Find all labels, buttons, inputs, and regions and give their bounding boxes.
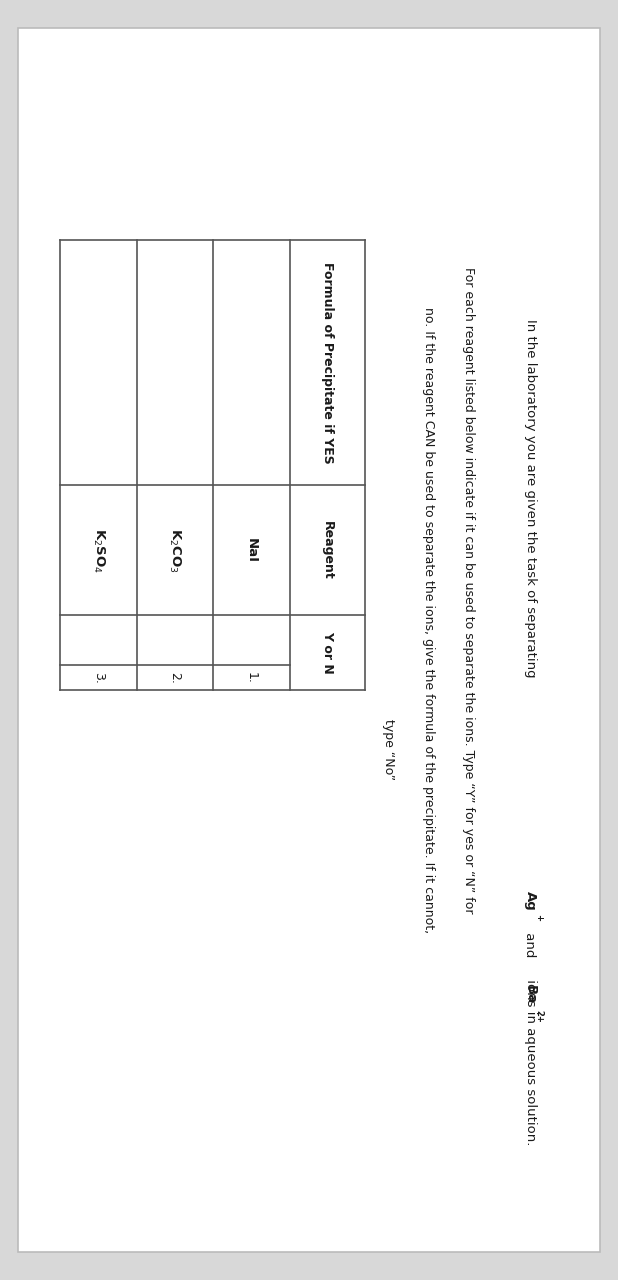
Text: NaI: NaI — [245, 538, 258, 562]
Text: 3.: 3. — [92, 672, 105, 684]
Text: 2+: 2+ — [535, 1010, 543, 1023]
Text: 2.: 2. — [169, 672, 182, 684]
Text: ions in aqueous solution.: ions in aqueous solution. — [523, 975, 536, 1146]
Text: K$_2$CO$_3$: K$_2$CO$_3$ — [167, 527, 182, 572]
Text: Ag: Ag — [523, 891, 536, 911]
Text: Ba: Ba — [523, 986, 536, 1005]
Text: type “No”: type “No” — [381, 719, 394, 781]
Text: K$_2$SO$_4$: K$_2$SO$_4$ — [91, 527, 106, 572]
Text: +: + — [535, 914, 543, 922]
Text: Reagent: Reagent — [321, 521, 334, 580]
Text: Y or N: Y or N — [321, 631, 334, 673]
Text: For each reagent listed below indicate if it can be used to separate the ions. T: For each reagent listed below indicate i… — [462, 266, 475, 913]
Text: 1.: 1. — [245, 672, 258, 684]
Text: no. If the reagent CAN be used to separate the ions, give the formula of the pre: no. If the reagent CAN be used to separa… — [421, 307, 434, 933]
Text: and: and — [523, 928, 536, 961]
Text: Formula of Precipitate if YES: Formula of Precipitate if YES — [321, 261, 334, 463]
Text: In the laboratory you are given the task of separating: In the laboratory you are given the task… — [523, 319, 536, 681]
